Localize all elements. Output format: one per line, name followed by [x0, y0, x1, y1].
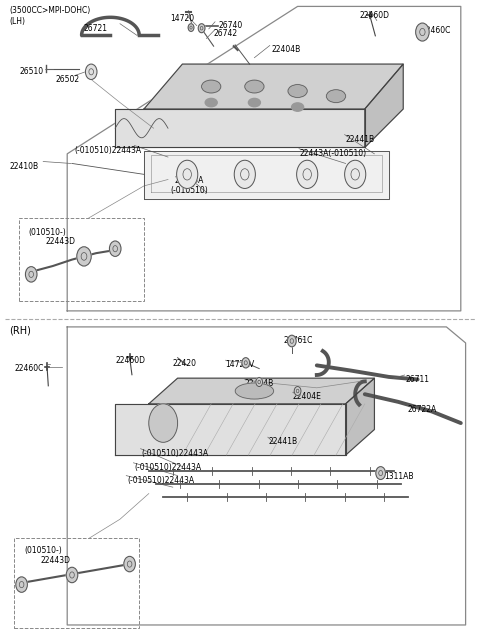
Circle shape: [85, 64, 97, 79]
Ellipse shape: [288, 85, 307, 97]
Text: 26510: 26510: [19, 67, 43, 76]
Text: 22443D: 22443D: [41, 556, 71, 565]
Circle shape: [77, 247, 91, 266]
Text: 1472AV: 1472AV: [226, 360, 255, 369]
Text: (010510-): (010510-): [24, 546, 62, 555]
Text: (-010510)22443A: (-010510)22443A: [134, 463, 202, 472]
Text: 1311AB: 1311AB: [384, 472, 413, 481]
Circle shape: [294, 387, 301, 395]
Circle shape: [376, 467, 385, 479]
Circle shape: [345, 160, 366, 188]
Text: 22441B: 22441B: [269, 437, 298, 446]
Polygon shape: [144, 151, 389, 199]
Circle shape: [109, 241, 121, 256]
Polygon shape: [149, 378, 374, 404]
Text: 26502: 26502: [55, 75, 79, 84]
Circle shape: [234, 160, 255, 188]
Text: (010510-): (010510-): [29, 228, 67, 237]
Circle shape: [188, 24, 194, 31]
Circle shape: [297, 160, 318, 188]
Text: 26711: 26711: [406, 375, 430, 384]
Text: 22404B: 22404B: [271, 45, 300, 54]
Bar: [19, 218, 144, 301]
Circle shape: [416, 23, 429, 41]
Polygon shape: [144, 64, 403, 109]
Text: (3500CC>MPI-DOHC)
(LH): (3500CC>MPI-DOHC) (LH): [10, 6, 91, 26]
Text: 26722A: 26722A: [408, 405, 437, 414]
Text: 22443A
(-010510): 22443A (-010510): [171, 176, 208, 195]
Text: 22443D: 22443D: [46, 237, 75, 246]
Circle shape: [66, 567, 78, 583]
Bar: [14, 538, 139, 628]
Text: 22441B: 22441B: [346, 135, 375, 144]
Text: 22404E: 22404E: [293, 392, 322, 401]
Text: 22420: 22420: [173, 359, 197, 368]
Circle shape: [256, 378, 263, 387]
Text: 22443A(-010510): 22443A(-010510): [300, 149, 367, 158]
Ellipse shape: [202, 80, 221, 93]
Text: 26742: 26742: [214, 29, 238, 38]
Circle shape: [177, 160, 198, 188]
Circle shape: [198, 24, 205, 33]
Ellipse shape: [149, 404, 178, 442]
Text: (-010510)22443A: (-010510)22443A: [74, 146, 142, 154]
Text: (-010510)22443A: (-010510)22443A: [142, 449, 209, 458]
Ellipse shape: [249, 98, 260, 107]
Ellipse shape: [235, 383, 274, 399]
Circle shape: [25, 267, 37, 282]
Text: 22460D: 22460D: [360, 11, 390, 20]
Polygon shape: [365, 64, 403, 147]
Text: (-010510)22443A: (-010510)22443A: [127, 476, 194, 485]
Text: (RH): (RH): [10, 326, 32, 336]
Text: 26740: 26740: [218, 21, 243, 30]
Polygon shape: [115, 404, 346, 455]
Polygon shape: [346, 378, 374, 455]
Circle shape: [16, 577, 27, 592]
Ellipse shape: [326, 90, 346, 103]
Text: 22460C: 22460C: [14, 364, 44, 373]
Ellipse shape: [292, 103, 304, 112]
Text: 26721: 26721: [84, 24, 108, 33]
Ellipse shape: [245, 80, 264, 93]
Circle shape: [124, 556, 135, 572]
Ellipse shape: [205, 98, 217, 107]
Text: 22460C: 22460C: [421, 26, 451, 35]
Text: 14720: 14720: [170, 14, 194, 23]
Text: 22404B: 22404B: [245, 379, 274, 388]
Circle shape: [288, 335, 296, 347]
Text: 26761C: 26761C: [283, 336, 312, 345]
Circle shape: [242, 358, 250, 368]
Text: 22460D: 22460D: [115, 356, 145, 365]
Polygon shape: [115, 109, 365, 147]
Text: 22410B: 22410B: [10, 162, 39, 171]
